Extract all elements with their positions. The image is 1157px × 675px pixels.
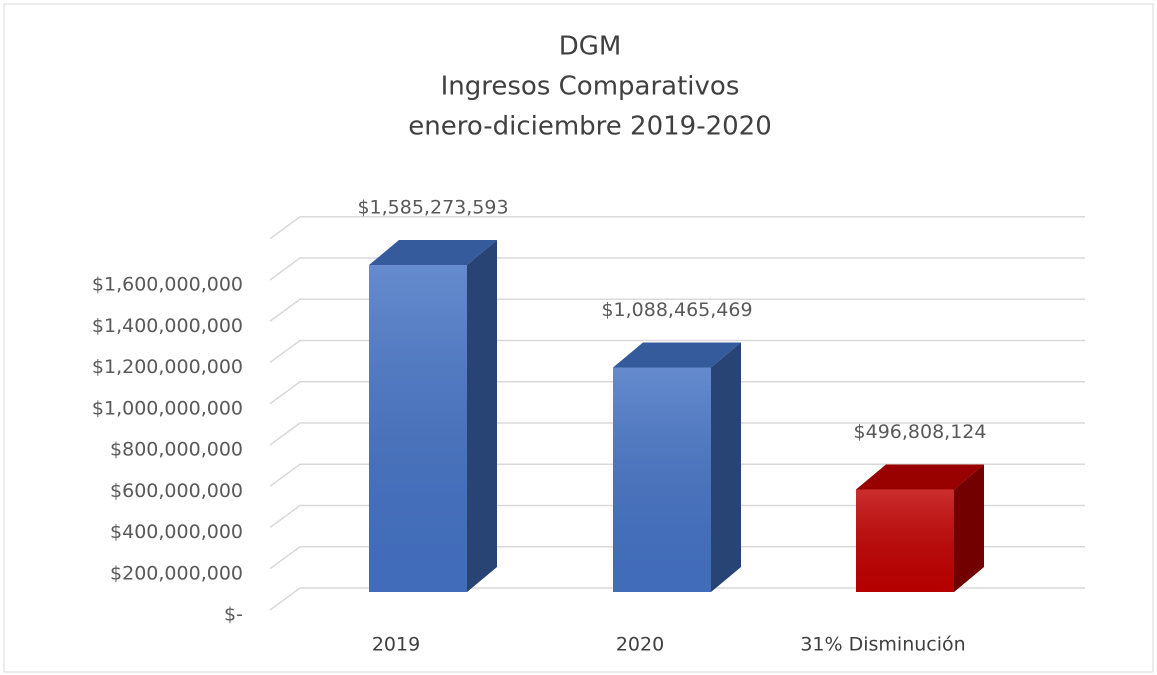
grid-line [269,504,1085,529]
value-label: $1,088,465,469 [601,299,752,321]
y-tick-label: $200,000,000 [110,562,243,584]
y-tick-label: $600,000,000 [110,480,243,502]
bar-top-shade [369,240,497,266]
bar-side [711,342,741,592]
grid-line [269,463,1085,487]
y-tick-label: $1,400,000,000 [92,315,243,337]
grid-line [269,216,1085,240]
y-tick-label: $1,200,000,000 [92,356,243,378]
x-tick-label: 31% Disminución [800,634,965,656]
bar-side [467,240,497,592]
y-tick-label: $1,000,000,000 [92,397,243,419]
value-label: $1,585,273,593 [357,197,508,219]
bar [856,464,984,592]
x-tick-label: 2019 [372,634,420,656]
y-tick-label: $- [224,604,243,626]
bar-side [954,464,984,592]
bar-front-shade [613,367,711,592]
bar [369,240,497,592]
y-tick-label: $800,000,000 [110,439,243,461]
bar-top [369,240,497,266]
grid-line [269,257,1085,281]
grid-line [269,298,1085,322]
bar-side-shade [467,240,497,592]
grid-line [269,381,1085,405]
grid-line [269,546,1085,570]
bar-top-shade [613,342,741,368]
bar-front-shade [856,489,954,592]
chart-title: enero-diciembre 2019-2020 [408,112,772,142]
grid-line [269,587,1085,611]
bar-side-shade [954,464,984,592]
bar-front-shade [369,265,467,592]
bar-top-shade [856,464,984,490]
chart-title: Ingresos Comparativos [441,72,740,102]
chart-title: DGM [559,32,622,62]
y-tick-label: $1,600,000,000 [92,274,243,296]
bar-top [613,342,741,368]
bar [613,342,741,592]
bar-top [856,464,984,490]
x-tick-label: 2020 [616,634,664,656]
value-label: $496,808,124 [854,421,987,443]
y-tick-label: $400,000,000 [110,521,243,543]
grid-line [269,339,1085,364]
bar-side-shade [711,342,741,592]
grid-line [269,422,1085,446]
